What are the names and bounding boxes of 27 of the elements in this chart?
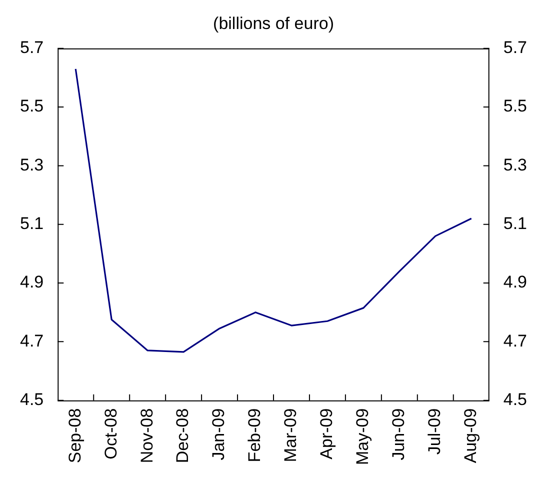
x-tick-label: Aug-09 [461, 408, 480, 464]
x-tick-label: Apr-09 [317, 408, 336, 460]
y-tick-label: 5.3 [20, 155, 44, 174]
y-tick-label: 4.9 [20, 272, 44, 292]
x-tick-label: Mar-09 [281, 408, 300, 462]
y2-tick-label: 4.5 [503, 390, 528, 409]
y2-tick-label: 5.7 [503, 38, 528, 58]
y2-tick-label: 4.7 [503, 331, 528, 350]
x-tick-label: Jun-09 [389, 408, 408, 460]
y2-tick-label: 4.9 [503, 272, 528, 292]
y-tick-label: 5.7 [20, 38, 44, 58]
y-tick-label: 5.1 [20, 214, 44, 234]
y-tick-label: 5.5 [20, 96, 44, 116]
y2-tick-label: 5.5 [503, 96, 528, 116]
x-tick-label: Jan-09 [209, 408, 228, 460]
y-tick-label: 4.5 [20, 390, 44, 409]
y-tick-label: 4.7 [20, 331, 44, 350]
x-tick-label: Oct-08 [101, 408, 120, 460]
chart-title: (billions of euro) [213, 14, 334, 33]
x-tick-label: Nov-08 [137, 408, 156, 464]
x-tick-label: Dec-08 [173, 408, 192, 464]
x-tick-label: Sep-08 [65, 408, 84, 464]
x-tick-label: Feb-09 [245, 408, 264, 462]
x-tick-label: May-09 [353, 408, 372, 465]
y2-tick-label: 5.1 [503, 214, 528, 234]
y2-tick-label: 5.3 [503, 155, 528, 174]
x-tick-label: Jul-09 [425, 408, 444, 455]
